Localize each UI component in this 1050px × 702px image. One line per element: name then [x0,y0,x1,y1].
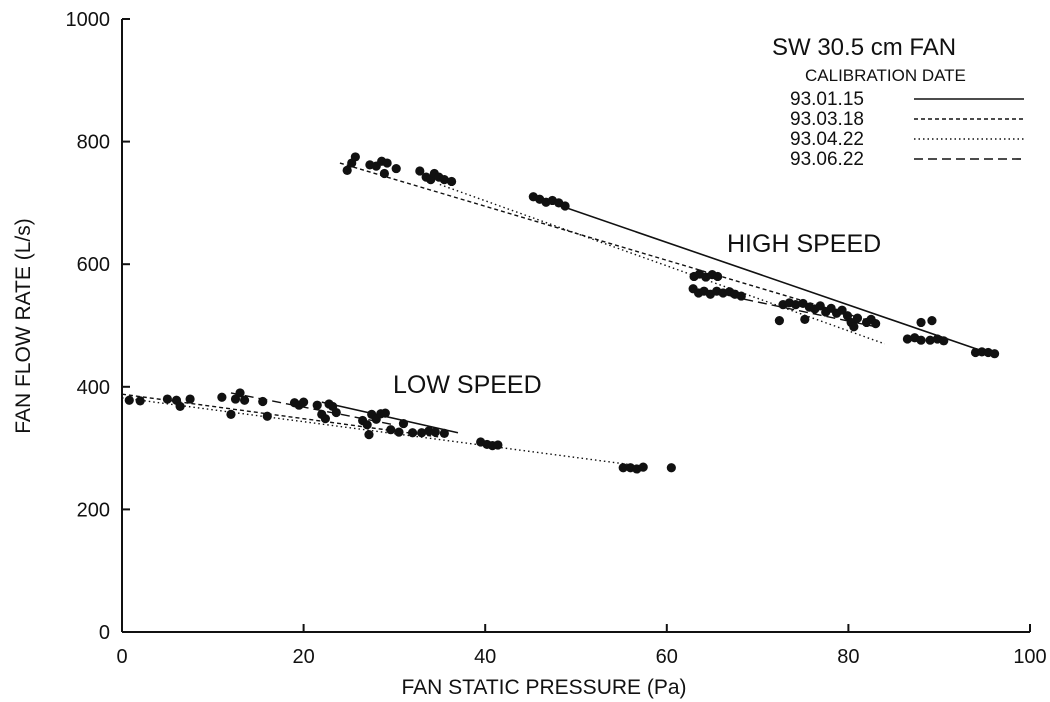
y-tick-label: 0 [99,622,110,644]
fit-lines [121,162,994,466]
data-point [185,394,195,404]
y-tick-label: 600 [77,254,110,276]
data-point [235,388,245,398]
data-points [124,152,1000,474]
data-point [299,397,309,407]
data-point [380,408,390,418]
x-tick-label: 80 [837,646,859,668]
data-point [638,462,648,472]
data-point [815,301,825,311]
y-tick-label: 200 [77,499,110,521]
data-point [415,166,425,176]
data-point [560,201,570,211]
data-point [430,427,440,437]
data-point [175,401,185,412]
data-point [135,396,145,406]
data-point [379,168,390,179]
x-tick-label: 40 [474,646,496,668]
data-point [927,315,937,326]
data-point [394,427,404,437]
fit-line-high-solid [530,194,994,356]
data-point [916,335,926,345]
data-point [391,163,401,174]
data-point [258,396,268,407]
y-tick-label: 1000 [66,9,111,31]
fit-line-low-dotted [121,397,631,466]
annotation-low-speed: LOW SPEED [393,371,542,399]
data-point [439,428,449,438]
data-point [382,158,392,168]
data-point [736,291,746,301]
fit-line-high-dotted [439,183,885,345]
legend-entry-label: 93.03.18 [790,109,864,130]
legend-entry-label: 93.04.22 [790,129,864,150]
x-tick-label: 20 [292,646,314,668]
data-point [447,176,457,187]
data-point [902,334,913,344]
data-point [925,335,935,345]
data-point [350,152,360,162]
data-point [774,315,784,326]
data-point [417,428,427,438]
data-point [916,317,926,328]
x-axis-title: FAN STATIC PRESSURE (Pa) [401,676,686,699]
data-point [618,463,628,473]
data-point [939,336,949,346]
data-point [666,463,676,473]
x-tick-label: 100 [1013,646,1046,668]
data-point [124,395,134,405]
x-tick-label: 0 [116,646,127,668]
data-point [713,271,723,282]
data-point [493,440,503,450]
data-point [852,313,863,323]
x-tick-label: 60 [656,646,678,668]
data-point [364,430,374,440]
data-point [162,394,172,404]
data-point [331,407,341,418]
legend-subtitle: CALIBRATION DATE [805,66,966,85]
y-axis-title: FAN FLOW RATE (L/s) [12,218,35,433]
legend-title: SW 30.5 cm FAN [772,34,956,61]
data-point [800,314,810,324]
data-point [791,300,801,310]
data-point [407,428,418,438]
annotation-high-speed: HIGH SPEED [727,230,881,258]
data-point [849,322,859,332]
legend: SW 30.5 cm FAN CALIBRATION DATE 93.01.15… [772,34,1024,170]
data-point [217,392,227,402]
data-point [842,311,853,321]
data-point [320,414,330,424]
data-point [239,395,250,405]
legend-entry-label: 93.06.22 [790,149,864,170]
y-tick-label: 400 [77,377,110,399]
data-point [871,319,881,329]
data-point [226,409,236,419]
legend-entry-label: 93.01.15 [790,89,864,110]
data-point [989,349,1000,359]
data-point [312,400,322,410]
fit-line-high-dashed-fine [339,162,876,324]
data-point [262,411,272,421]
data-point [342,165,352,176]
data-point [439,175,449,185]
data-point [386,425,396,435]
data-point [362,420,372,430]
y-tick-label: 800 [77,132,110,154]
data-point [398,418,409,429]
